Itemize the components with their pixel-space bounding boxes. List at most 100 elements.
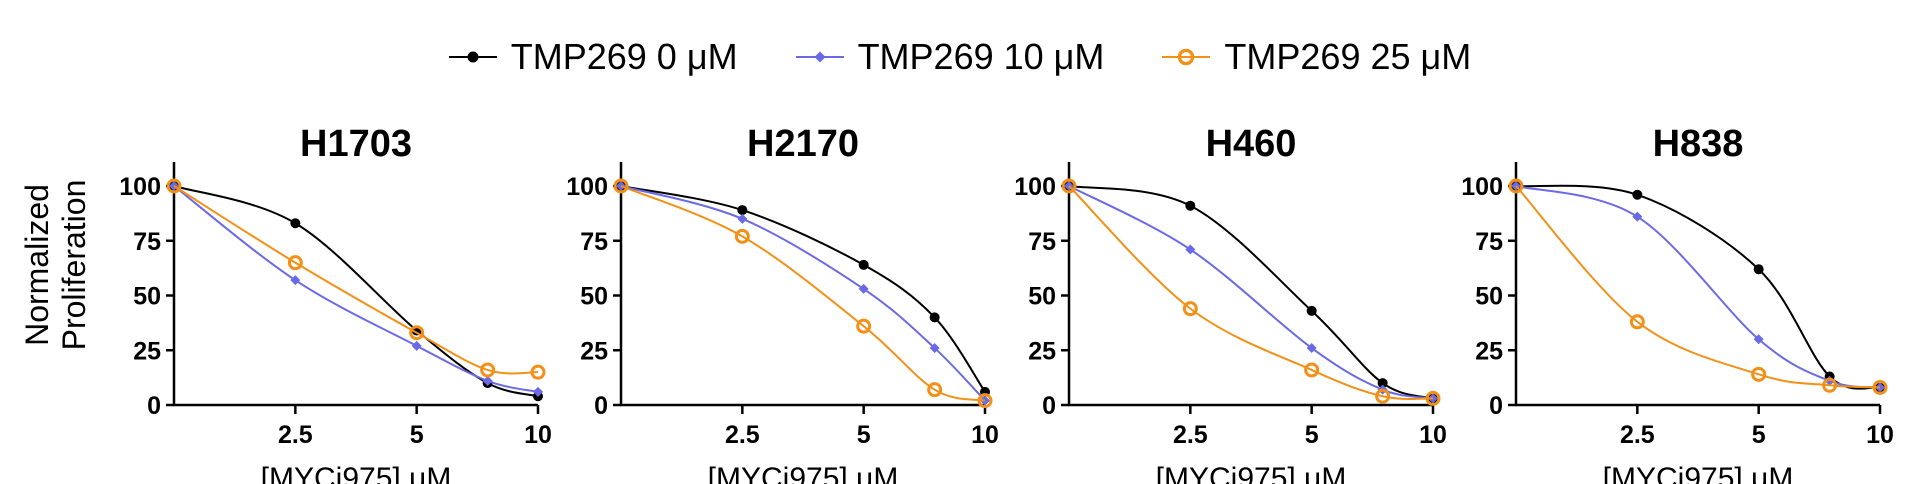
y-tick-label: 50	[1028, 283, 1056, 311]
series-line	[1515, 185, 1881, 389]
x-tick-label: 5	[857, 421, 871, 449]
data-point	[929, 312, 940, 323]
data-point	[533, 386, 543, 397]
data-point	[530, 364, 546, 380]
legend-label: TMP269 0 μM	[510, 36, 738, 77]
legend-marker	[814, 51, 826, 63]
data-point	[1377, 378, 1388, 389]
x-tick-label: 10	[971, 421, 999, 449]
data-point	[737, 213, 748, 224]
legend-item: TMP269 25 μM	[1162, 36, 1471, 78]
data-point	[1753, 334, 1764, 345]
x-tick-label: 2.5	[1620, 421, 1655, 449]
data-point	[409, 325, 425, 341]
x-axis-label: [MYCi975] μM	[261, 462, 452, 484]
y-tick-label: 100	[566, 173, 608, 201]
data-point	[1185, 200, 1196, 211]
data-point	[1508, 178, 1524, 194]
series-line	[1068, 185, 1434, 400]
data-point	[1304, 362, 1320, 378]
panel-h2170: H2170 0 25 50 75 100 2.5 5 10 [MYCi975] μM	[566, 123, 999, 484]
data-point	[1751, 366, 1767, 382]
y-tick-label: 0	[594, 392, 608, 420]
y-tick-label: 25	[1475, 337, 1503, 365]
x-tick-label: 2.5	[1173, 421, 1208, 449]
data-point	[290, 218, 301, 229]
legend-marker	[467, 51, 479, 63]
data-point	[734, 228, 750, 244]
data-point	[1629, 314, 1645, 330]
panel-title: H2170	[747, 123, 859, 165]
y-tick-label: 50	[580, 283, 608, 311]
x-tick-label: 10	[1866, 421, 1894, 449]
x-tick-label: 10	[524, 421, 552, 449]
data-point	[1632, 211, 1643, 222]
data-point	[1185, 244, 1196, 255]
y-axis-label-line-2: Proliferation	[56, 180, 92, 351]
panel-h838: H838 0 25 50 75 100 2.5 5 10 [MYCi975] μM	[1461, 123, 1894, 484]
data-point	[1375, 388, 1391, 404]
data-point	[1753, 264, 1764, 275]
series-line	[1068, 185, 1434, 400]
data-point	[977, 393, 993, 409]
data-point	[737, 205, 748, 216]
y-tick-label: 0	[147, 392, 161, 420]
panel-h1703: H1703 0 25 50 75 100 2.5 5 10 [MYCi975] μM	[119, 123, 552, 484]
x-tick-label: 2.5	[725, 421, 760, 449]
x-axis-label: [MYCi975] μM	[1603, 462, 1794, 484]
legend-swatch	[795, 51, 844, 63]
y-tick-label: 100	[1461, 173, 1503, 201]
data-point	[858, 283, 869, 294]
y-axis-label: Normalized Proliferation	[18, 140, 98, 390]
legend-label: TMP269 25 μM	[1224, 36, 1472, 77]
series-line	[1515, 184, 1881, 390]
y-tick-label: 25	[1028, 337, 1056, 365]
data-point	[613, 178, 629, 194]
data-point	[290, 275, 301, 286]
y-axis-label-line-1: Normalized	[19, 184, 55, 346]
y-tick-label: 25	[580, 337, 608, 365]
data-point	[856, 318, 872, 334]
data-point	[929, 343, 940, 354]
data-point	[1632, 189, 1643, 200]
x-tick-label: 5	[1305, 421, 1319, 449]
legend: TMP269 0 μM TMP269 10 μM TMP269 25 μM	[0, 36, 1920, 78]
legend-label: TMP269 10 μM	[857, 36, 1105, 77]
series-line	[620, 185, 986, 402]
panel-title: H460	[1206, 123, 1297, 165]
x-tick-label: 10	[1419, 421, 1447, 449]
y-tick-label: 0	[1042, 392, 1056, 420]
data-point	[1872, 379, 1888, 395]
series-line	[620, 185, 986, 393]
data-point	[1306, 343, 1317, 354]
y-tick-label: 100	[119, 173, 161, 201]
x-axis-label: [MYCi975] μM	[708, 462, 899, 484]
x-axis-label: [MYCi975] μM	[1156, 462, 1347, 484]
x-tick-label: 5	[1752, 421, 1766, 449]
data-point	[166, 178, 182, 194]
data-point	[287, 255, 303, 271]
data-point	[1306, 305, 1317, 316]
y-tick-label: 75	[1028, 228, 1056, 256]
panel-h460: H460 0 25 50 75 100 2.5 5 10 [MYCi975] μM	[1014, 123, 1447, 484]
x-tick-label: 2.5	[278, 421, 313, 449]
data-point	[1822, 377, 1838, 393]
data-point	[927, 382, 943, 398]
y-tick-label: 50	[133, 283, 161, 311]
y-tick-label: 25	[133, 337, 161, 365]
panel-title: H1703	[300, 123, 412, 165]
data-point	[411, 340, 422, 351]
data-point	[1061, 178, 1077, 194]
series-line	[173, 185, 539, 375]
data-point	[480, 362, 496, 378]
y-tick-label: 100	[1014, 173, 1056, 201]
series-line	[1068, 185, 1434, 400]
y-tick-label: 0	[1489, 392, 1503, 420]
legend-swatch	[1162, 48, 1211, 66]
data-point	[482, 375, 493, 386]
x-tick-label: 5	[410, 421, 424, 449]
y-tick-label: 50	[1475, 283, 1503, 311]
series-line	[620, 185, 986, 402]
legend-swatch	[448, 51, 497, 63]
